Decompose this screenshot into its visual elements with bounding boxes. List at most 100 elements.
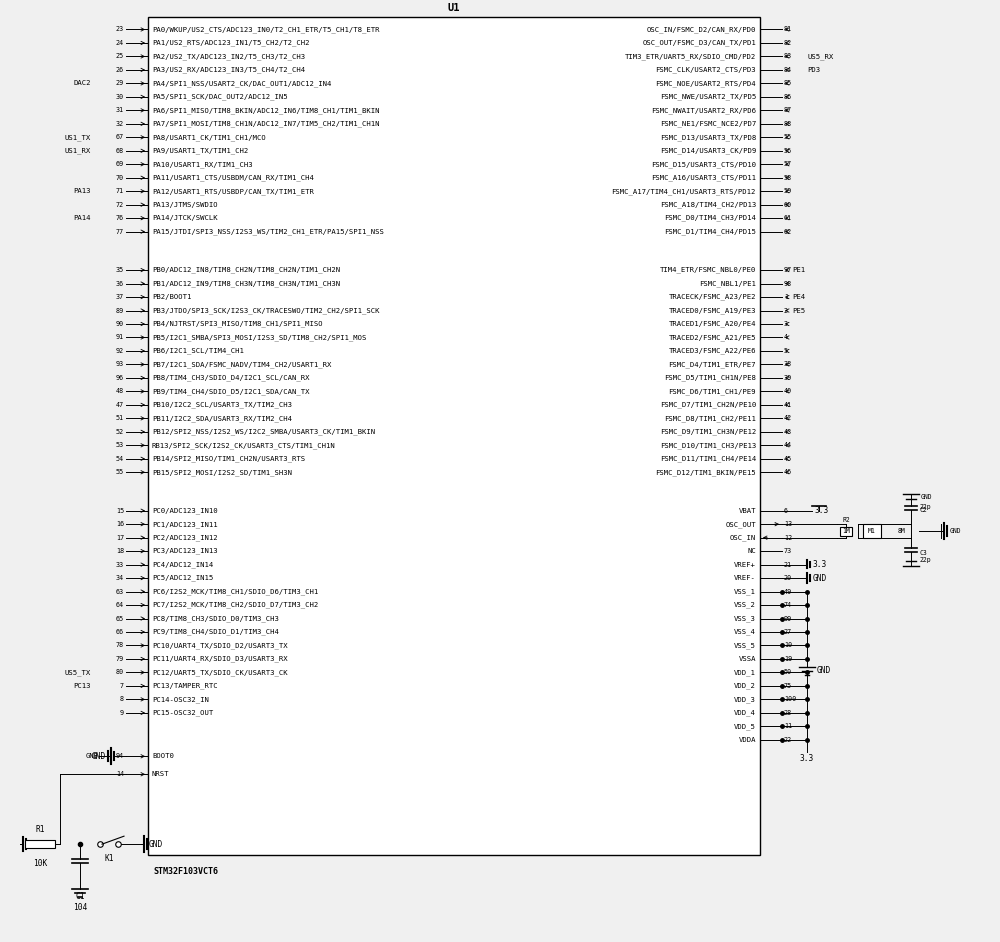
Text: GND: GND	[92, 752, 106, 761]
Text: PB8/TIM4_CH3/SDIO_D4/I2C1_SCL/CAN_RX: PB8/TIM4_CH3/SDIO_D4/I2C1_SCL/CAN_RX	[152, 375, 310, 382]
Text: VSS_3: VSS_3	[734, 615, 756, 622]
Text: 81: 81	[784, 26, 792, 32]
Text: PC15-OSC32_OUT: PC15-OSC32_OUT	[152, 709, 213, 716]
Text: RB13/SPI2_SCK/I2S2_CK/USART3_CTS/TIM1_CH1N: RB13/SPI2_SCK/I2S2_CK/USART3_CTS/TIM1_CH…	[152, 442, 336, 448]
Text: 92: 92	[116, 348, 124, 354]
Text: PC11/UART4_RX/SDIO_D3/USART3_RX: PC11/UART4_RX/SDIO_D3/USART3_RX	[152, 656, 288, 662]
Text: 19: 19	[784, 656, 792, 662]
Text: 16: 16	[116, 521, 124, 528]
Text: U1: U1	[448, 3, 460, 12]
Text: PA4/SPI1_NSS/USART2_CK/DAC_OUT1/ADC12_IN4: PA4/SPI1_NSS/USART2_CK/DAC_OUT1/ADC12_IN…	[152, 80, 331, 87]
Text: 60: 60	[784, 202, 792, 207]
Text: 100: 100	[784, 696, 796, 703]
Text: 14: 14	[116, 771, 124, 777]
Text: PB1/ADC12_IN9/TIM8_CH3N/TIM8_CH3N/TIM1_CH3N: PB1/ADC12_IN9/TIM8_CH3N/TIM8_CH3N/TIM1_C…	[152, 281, 340, 287]
Text: PB3/JTDO/SPI3_SCK/I2S3_CK/TRACESWO/TIM2_CH2/SPI1_SCK: PB3/JTDO/SPI3_SCK/I2S3_CK/TRACESWO/TIM2_…	[152, 307, 380, 314]
Text: FSMC_D10/TIM1_CH3/PE13: FSMC_D10/TIM1_CH3/PE13	[660, 442, 756, 448]
Text: US1_TX: US1_TX	[65, 134, 91, 140]
Text: 1: 1	[784, 294, 788, 300]
Text: NC: NC	[747, 548, 756, 554]
Text: 78: 78	[116, 642, 124, 648]
Text: TRACED3/FSMC_A22/PE6: TRACED3/FSMC_A22/PE6	[668, 348, 756, 354]
Text: 26: 26	[116, 67, 124, 73]
Bar	[148, 17, 760, 855]
Text: VSS_4: VSS_4	[734, 628, 756, 635]
Text: 38: 38	[784, 362, 792, 367]
Text: 42: 42	[784, 415, 792, 421]
Text: 88: 88	[784, 121, 792, 127]
Text: 65: 65	[116, 615, 124, 622]
Text: PA2/US2_TX/ADC123_IN2/T5_CH3/T2_CH3: PA2/US2_TX/ADC123_IN2/T5_CH3/T2_CH3	[152, 53, 305, 59]
Text: GND: GND	[950, 528, 962, 534]
Text: FSMC_A18/TIM4_CH2/PD13: FSMC_A18/TIM4_CH2/PD13	[660, 202, 756, 208]
Text: PA13/JTMS/SWDIO: PA13/JTMS/SWDIO	[152, 202, 218, 207]
Text: 34: 34	[116, 576, 124, 581]
Text: 63: 63	[116, 589, 124, 594]
Text: R2: R2	[842, 517, 850, 523]
Text: 36: 36	[116, 281, 124, 286]
Text: 41: 41	[784, 402, 792, 408]
Text: TRACECK/FSMC_A23/PE2: TRACECK/FSMC_A23/PE2	[668, 294, 756, 300]
Text: FSMC_A17/TIM4_CH1/USART3_RTS/PD12: FSMC_A17/TIM4_CH1/USART3_RTS/PD12	[612, 187, 756, 195]
Text: VREF-: VREF-	[734, 576, 756, 581]
Text: STM32F103VCT6: STM32F103VCT6	[153, 868, 218, 876]
Text: PA1/US2_RTS/ADC123_IN1/T5_CH2/T2_CH2: PA1/US2_RTS/ADC123_IN1/T5_CH2/T2_CH2	[152, 40, 310, 46]
Text: FSMC_D8/TIM1_CH2/PE11: FSMC_D8/TIM1_CH2/PE11	[664, 415, 756, 422]
Text: PC4/ADC12_IN14: PC4/ADC12_IN14	[152, 561, 213, 568]
Text: 89: 89	[116, 307, 124, 314]
Text: PC3/ADC123_IN13: PC3/ADC123_IN13	[152, 548, 218, 555]
Text: OSC_IN: OSC_IN	[730, 534, 756, 541]
Text: FSMC_D4/TIM1_ETR/PE7: FSMC_D4/TIM1_ETR/PE7	[668, 361, 756, 367]
Text: 85: 85	[784, 80, 792, 87]
Text: PC14-OSC32_IN: PC14-OSC32_IN	[152, 696, 209, 703]
Text: FSMC_NBL1/PE1: FSMC_NBL1/PE1	[699, 281, 756, 287]
Text: 3.3: 3.3	[814, 506, 828, 515]
Text: 23: 23	[116, 26, 124, 32]
Text: 3: 3	[784, 321, 788, 327]
Bar	[840, 527, 852, 536]
Text: 50: 50	[784, 670, 792, 675]
Text: 31: 31	[116, 107, 124, 113]
Text: US5_TX: US5_TX	[65, 669, 91, 675]
Text: 21: 21	[784, 561, 792, 568]
Text: FSMC_NWAIT/USART2_RX/PD6: FSMC_NWAIT/USART2_RX/PD6	[651, 107, 756, 114]
Text: PB7/I2C1_SDA/FSMC_NADV/TIM4_CH2/USART1_RX: PB7/I2C1_SDA/FSMC_NADV/TIM4_CH2/USART1_R…	[152, 361, 331, 367]
Text: PB14/SPI2_MISO/TIM1_CH2N/USART3_RTS: PB14/SPI2_MISO/TIM1_CH2N/USART3_RTS	[152, 456, 305, 463]
Text: OSC_OUT: OSC_OUT	[725, 521, 756, 528]
Text: 22p: 22p	[920, 557, 932, 562]
Text: 69: 69	[116, 161, 124, 168]
Text: GND: GND	[86, 754, 99, 759]
Text: 10K: 10K	[33, 859, 47, 869]
Text: FSMC_D7/TIM1_CH2N/PE10: FSMC_D7/TIM1_CH2N/PE10	[660, 401, 756, 408]
Text: FSMC_D5/TIM1_CH1N/PE8: FSMC_D5/TIM1_CH1N/PE8	[664, 375, 756, 382]
Text: 28: 28	[784, 710, 792, 716]
Text: 74: 74	[784, 602, 792, 608]
Text: 22: 22	[784, 737, 792, 743]
Text: 84: 84	[784, 67, 792, 73]
Text: PA14/JTCK/SWCLK: PA14/JTCK/SWCLK	[152, 215, 218, 221]
Text: 43: 43	[784, 429, 792, 435]
Text: 49: 49	[784, 589, 792, 594]
Text: FSMC_D13/USART3_TX/PD8: FSMC_D13/USART3_TX/PD8	[660, 134, 756, 140]
Text: 3.3: 3.3	[800, 754, 814, 763]
Text: PB5/I2C1_SMBA/SPI3_MOSI/I2S3_SD/TIM8_CH2/SPI1_MOS: PB5/I2C1_SMBA/SPI3_MOSI/I2S3_SD/TIM8_CH2…	[152, 334, 366, 341]
Text: VSSA: VSSA	[738, 656, 756, 662]
Text: 24: 24	[116, 40, 124, 46]
Text: FSMC_D9/TIM1_CH3N/PE12: FSMC_D9/TIM1_CH3N/PE12	[660, 429, 756, 435]
Text: 17: 17	[116, 535, 124, 541]
Text: PA9/USART1_TX/TIM1_CH2: PA9/USART1_TX/TIM1_CH2	[152, 148, 248, 154]
Text: FSMC_D15/USART3_CTS/PD10: FSMC_D15/USART3_CTS/PD10	[651, 161, 756, 168]
Text: 29: 29	[116, 80, 124, 87]
Text: 57: 57	[784, 161, 792, 168]
Text: FSMC_CLK/USART2_CTS/PD3: FSMC_CLK/USART2_CTS/PD3	[655, 67, 756, 73]
Text: VREF+: VREF+	[734, 561, 756, 568]
Text: 97: 97	[784, 268, 792, 273]
Text: PA12/USART1_RTS/USBDP/CAN_TX/TIM1_ETR: PA12/USART1_RTS/USBDP/CAN_TX/TIM1_ETR	[152, 187, 314, 195]
Text: PC2/ADC123_IN12: PC2/ADC123_IN12	[152, 534, 218, 541]
Text: PC7/I2S2_MCK/TIM8_CH2/SDIO_D7/TIM3_CH2: PC7/I2S2_MCK/TIM8_CH2/SDIO_D7/TIM3_CH2	[152, 602, 318, 609]
Text: PA7/SPI1_MOSI/TIM8_CH1N/ADC12_IN7/TIM5_CH2/TIM1_CH1N: PA7/SPI1_MOSI/TIM8_CH1N/ADC12_IN7/TIM5_C…	[152, 121, 380, 127]
Text: 51: 51	[116, 415, 124, 421]
Text: 70: 70	[116, 175, 124, 181]
Text: 99: 99	[784, 615, 792, 622]
Text: 15: 15	[116, 508, 124, 513]
